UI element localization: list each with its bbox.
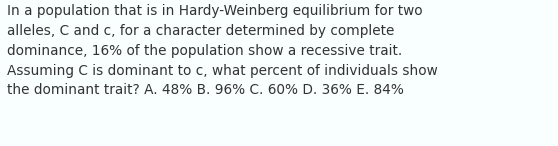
Text: In a population that is in Hardy-Weinberg equilibrium for two
alleles, C and c, : In a population that is in Hardy-Weinber… (7, 4, 438, 97)
